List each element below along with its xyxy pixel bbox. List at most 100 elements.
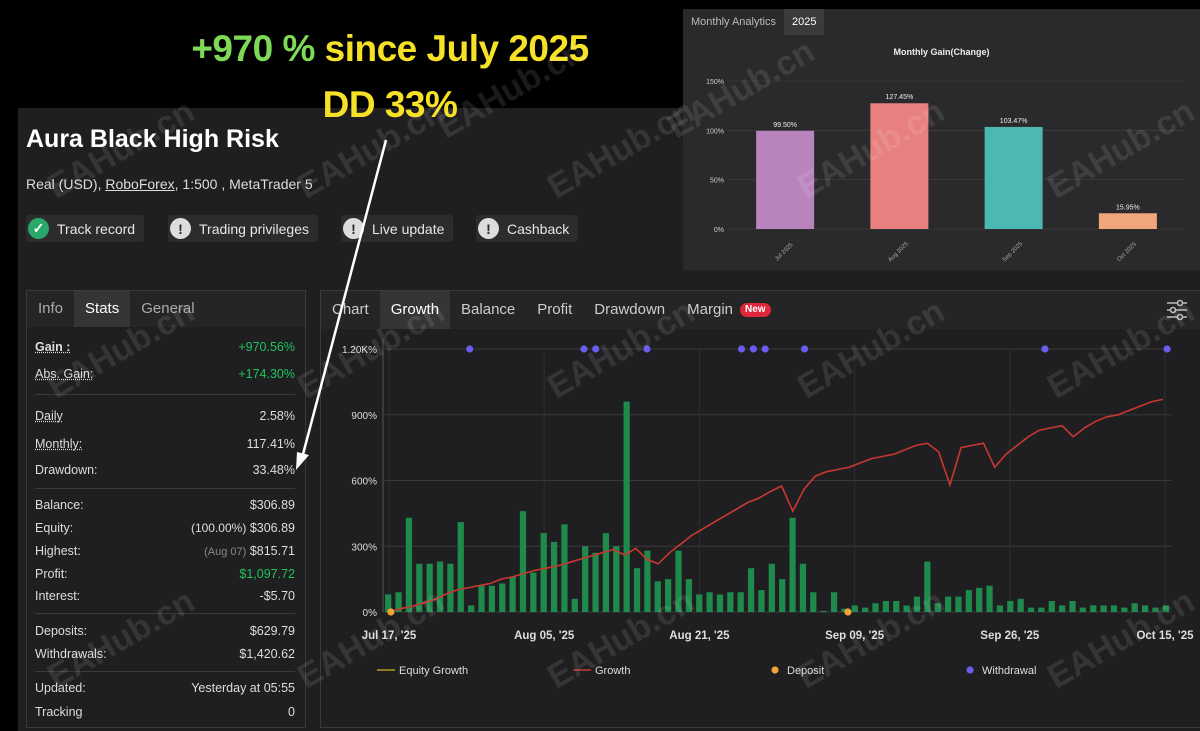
stat-value: 2.58%	[260, 409, 295, 423]
headline-gain-value: +970 %	[191, 28, 315, 69]
badge-live-update[interactable]: ! Live update	[341, 215, 453, 242]
legend-label: Deposit	[787, 665, 824, 677]
daily-gain-bar	[966, 590, 972, 612]
growth-x-tick: Oct 15, '25	[1136, 630, 1194, 642]
daily-gain-bar	[509, 577, 515, 612]
daily-gain-bar	[603, 533, 609, 612]
daily-gain-bar	[1038, 608, 1044, 612]
account-title: Aura Black High Risk	[26, 125, 279, 154]
monthly-bar-label: 15.95%	[1116, 204, 1140, 211]
withdrawal-marker	[762, 345, 769, 352]
badge-label: Track record	[57, 221, 135, 237]
withdrawal-marker	[466, 345, 473, 352]
daily-gain-bar	[1111, 605, 1117, 612]
stat-updated: Updated: Yesterday at 05:55	[35, 681, 295, 699]
daily-gain-bar	[1100, 605, 1106, 612]
growth-x-tick: Jul 17, '25	[362, 630, 417, 642]
growth-y-tick: 900%	[351, 411, 377, 422]
settings-sliders-icon[interactable]	[1165, 299, 1189, 321]
daily-gain-bar	[520, 511, 526, 612]
daily-gain-bar	[831, 592, 837, 612]
tab-margin-label: Margin	[687, 291, 733, 329]
stat-withdrawals: Withdrawals: $1,420.62	[35, 647, 295, 665]
daily-gain-bar	[1090, 605, 1096, 612]
monthly-x-tick: Aug 2025	[887, 241, 910, 264]
daily-gain-bar	[1142, 605, 1148, 612]
daily-gain-bar	[821, 611, 827, 612]
tab-stats[interactable]: Stats	[74, 291, 130, 327]
growth-x-tick: Aug 21, '25	[669, 630, 730, 642]
monthly-bar-label: 127.45%	[886, 94, 914, 101]
stat-label: Balance:	[35, 498, 84, 512]
growth-y-tick: 600%	[351, 477, 377, 488]
stat-value: 117.41%	[247, 437, 295, 451]
daily-gain-bar	[437, 562, 443, 612]
stat-label: Monthly:	[35, 437, 82, 451]
tab-general[interactable]: General	[130, 291, 205, 327]
growth-x-tick: Sep 26, '25	[980, 630, 1040, 642]
divider	[35, 613, 295, 614]
stat-balance: Balance: $306.89	[35, 498, 295, 516]
tab-profit[interactable]: Profit	[526, 291, 583, 329]
daily-gain-bar	[1059, 605, 1065, 612]
account-subtitle: Real (USD), RoboForex, 1:500 , MetaTrade…	[26, 176, 313, 192]
daily-gain-bar	[458, 522, 464, 612]
daily-gain-bar	[1069, 601, 1075, 612]
badge-cashback[interactable]: ! Cashback	[476, 215, 578, 242]
withdrawal-marker	[1041, 345, 1048, 352]
daily-gain-bar	[675, 551, 681, 612]
daily-gain-bar	[903, 605, 909, 612]
withdrawal-marker	[750, 345, 757, 352]
tab-info[interactable]: Info	[27, 291, 74, 327]
stat-value: $1,097.72	[239, 567, 295, 581]
monthly-x-tick: Sep 2025	[1002, 241, 1025, 264]
badge-track-record[interactable]: ✓ Track record	[26, 215, 144, 242]
daily-gain-bar	[935, 603, 941, 612]
growth-line	[389, 399, 1163, 612]
daily-gain-bar	[686, 579, 692, 612]
legend-label: Equity Growth	[399, 665, 468, 677]
daily-gain-bar	[478, 586, 484, 612]
headline-gain: +970 % since July 2025	[150, 28, 630, 70]
stat-monthly: Monthly: 117.41%	[35, 437, 295, 455]
tab-growth[interactable]: Growth	[380, 291, 450, 329]
stat-tracking: Tracking 0	[35, 705, 295, 723]
monthly-x-tick: Oct 2025	[1116, 241, 1138, 263]
badge-label: Live update	[372, 221, 444, 237]
growth-x-tick: Aug 05, '25	[514, 630, 575, 642]
exclamation-circle-icon: !	[478, 218, 499, 239]
exclamation-circle-icon: !	[343, 218, 364, 239]
monthly-y-tick: 50%	[710, 178, 724, 185]
headline-drawdown: DD 33%	[280, 84, 500, 126]
daily-gain-bar	[924, 562, 930, 612]
stat-value: $1,420.62	[239, 647, 295, 661]
daily-gain-bar	[499, 584, 505, 612]
tab-margin[interactable]: Margin New	[676, 291, 781, 329]
withdrawal-marker	[801, 345, 808, 352]
stat-value: Yesterday at 05:55	[191, 681, 295, 695]
badge-trading-privileges[interactable]: ! Trading privileges	[168, 215, 318, 242]
divider	[35, 488, 295, 489]
legend-swatch	[966, 666, 973, 673]
tab-chart[interactable]: Chart	[321, 291, 380, 329]
badge-label: Cashback	[507, 221, 569, 237]
daily-gain-bar	[727, 592, 733, 612]
monthly-y-tick: 150%	[706, 79, 724, 86]
daily-gain-bar	[572, 599, 578, 612]
tab-drawdown[interactable]: Drawdown	[583, 291, 676, 329]
daily-gain-bar	[976, 588, 982, 612]
tab-balance[interactable]: Balance	[450, 291, 526, 329]
daily-gain-bar	[541, 533, 547, 612]
stat-label: Interest:	[35, 589, 80, 603]
daily-gain-bar	[748, 568, 754, 612]
account-leverage-platform: , 1:500 , MetaTrader 5	[175, 176, 313, 192]
stat-daily: Daily 2.58%	[35, 409, 295, 427]
stat-label: Highest:	[35, 544, 81, 558]
stat-abs-gain: Abs. Gain: +174.30%	[35, 367, 295, 385]
broker-link[interactable]: RoboForex	[105, 176, 174, 192]
daily-gain-bar	[427, 564, 433, 612]
stat-label: Updated:	[35, 681, 86, 695]
monthly-bar-label: 99.50%	[773, 122, 797, 129]
daily-gain-bar	[592, 553, 598, 612]
stat-label: Abs. Gain:	[35, 367, 93, 381]
